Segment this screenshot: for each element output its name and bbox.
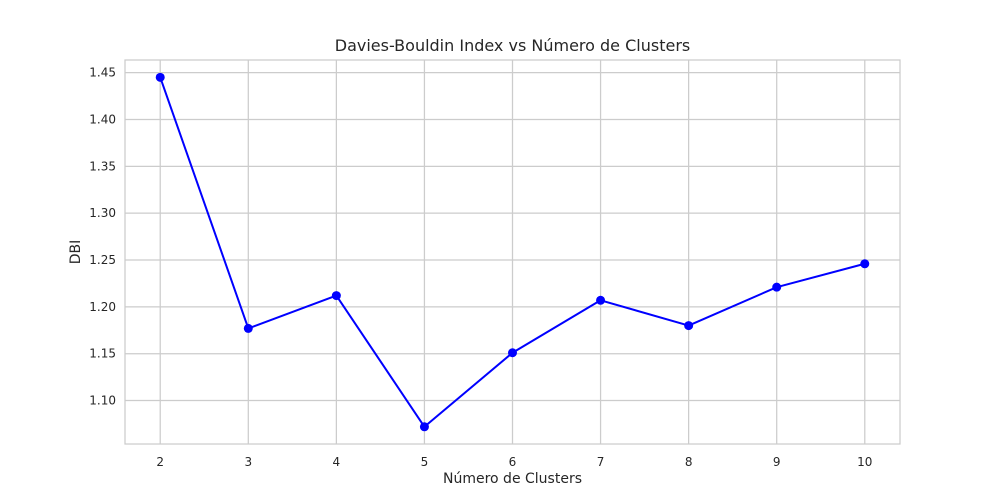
x-tick-labels: 2 3 4 5 6 7 8 9 10 (156, 455, 872, 469)
y-tick-label: 1.35 (89, 159, 116, 173)
data-point (684, 321, 694, 331)
x-tick-label: 9 (773, 455, 781, 469)
x-tick-label: 5 (421, 455, 429, 469)
series-dbi (155, 72, 870, 432)
data-point (243, 323, 253, 333)
y-tick-label: 1.25 (89, 253, 116, 267)
y-tick-label: 1.15 (89, 347, 116, 361)
y-tick-label: 1.10 (89, 394, 116, 408)
x-tick-label: 8 (685, 455, 693, 469)
data-point (155, 72, 165, 82)
y-tick-labels: 1.10 1.15 1.20 1.25 1.30 1.35 1.40 1.45 (89, 66, 116, 408)
gridlines (125, 60, 900, 444)
chart-title: Davies-Bouldin Index vs Número de Cluste… (335, 36, 690, 55)
data-point (772, 282, 782, 292)
y-tick-label: 1.30 (89, 206, 116, 220)
x-tick-label: 2 (156, 455, 164, 469)
y-tick-label: 1.40 (89, 112, 116, 126)
data-point (860, 259, 870, 269)
x-tick-label: 3 (244, 455, 252, 469)
x-tick-label: 4 (333, 455, 341, 469)
y-tick-label: 1.20 (89, 300, 116, 314)
data-point (419, 422, 429, 432)
x-tick-label: 7 (597, 455, 605, 469)
x-tick-label: 10 (857, 455, 872, 469)
data-point (596, 295, 606, 305)
y-tick-label: 1.45 (89, 66, 116, 80)
x-tick-label: 6 (509, 455, 517, 469)
data-point (508, 348, 517, 358)
x-axis-label: Número de Clusters (443, 471, 582, 487)
y-axis-label: DBI (68, 240, 84, 265)
data-point (331, 291, 341, 301)
plot-frame (124, 59, 901, 445)
